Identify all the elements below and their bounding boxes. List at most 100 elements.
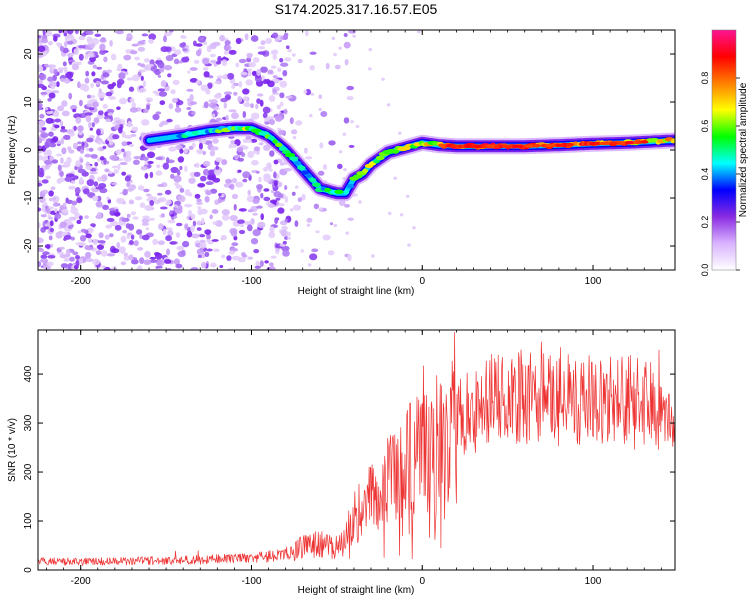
- heatmap-noise-blob: [208, 102, 217, 109]
- heatmap-noise-blob: [267, 203, 276, 208]
- heatmap-noise-blob: [38, 261, 42, 268]
- heatmap-noise-blob: [253, 249, 260, 254]
- heatmap-noise-blob: [188, 177, 196, 184]
- heatmap-noise-blob: [272, 75, 278, 79]
- heatmap-noise-blob: [221, 254, 226, 259]
- heatmap-noise-blob: [108, 208, 116, 211]
- heatmap-noise-blob: [121, 141, 128, 147]
- heatmap-noise-blob: [295, 120, 303, 126]
- heatmap-noise-blob: [60, 128, 68, 133]
- heatmap-noise-blob: [267, 69, 274, 75]
- heatmap-noise-blob: [38, 102, 43, 108]
- y-tick-label: 200: [23, 463, 34, 480]
- heatmap-noise-blob: [125, 49, 132, 54]
- heatmap-noise-blob: [279, 57, 284, 63]
- heatmap-noise-blob: [271, 32, 279, 39]
- heatmap-noise-blob: [263, 196, 271, 202]
- heatmap-noise-blob: [89, 171, 98, 175]
- heatmap-noise-blob: [368, 48, 373, 52]
- heatmap-noise-blob: [190, 213, 196, 220]
- heatmap-noise-blob: [152, 90, 159, 94]
- heatmap-noise-blob: [67, 225, 74, 230]
- heatmap-noise-blob: [199, 241, 207, 249]
- heatmap-noise-blob: [56, 153, 62, 157]
- heatmap-noise-blob: [85, 70, 90, 77]
- heatmap-noise-blob: [199, 36, 204, 41]
- heatmap-noise-blob: [77, 230, 82, 234]
- heatmap-noise-blob: [52, 136, 59, 143]
- heatmap-noise-blob: [115, 30, 124, 35]
- heatmap-noise-blob: [247, 256, 254, 260]
- heatmap-noise-blob: [59, 246, 65, 250]
- heatmap-noise-blob: [216, 61, 221, 65]
- heatmap-noise-blob: [254, 265, 261, 269]
- heatmap-noise-blob: [66, 40, 74, 45]
- heatmap-ridge-core: [545, 143, 554, 148]
- heatmap-noise-blob: [186, 98, 192, 102]
- heatmap-noise-blob: [121, 217, 130, 222]
- heatmap-noise-blob: [417, 30, 421, 34]
- heatmap-noise-blob: [282, 70, 288, 77]
- heatmap-noise-blob: [197, 183, 206, 188]
- heatmap-noise-blob: [84, 77, 90, 84]
- heatmap-noise-blob: [139, 87, 147, 93]
- heatmap-noise-blob: [233, 155, 241, 159]
- heatmap-noise-blob: [170, 89, 176, 95]
- heatmap-noise-blob: [50, 186, 56, 191]
- heatmap-noise-blob: [132, 159, 140, 165]
- heatmap-noise-blob: [191, 233, 200, 239]
- heatmap-noise-blob: [156, 164, 161, 169]
- heatmap-noise-blob: [104, 234, 110, 240]
- heatmap-noise-blob: [184, 203, 193, 208]
- heatmap-ridge-spot: [312, 182, 321, 187]
- heatmap-noise-blob: [49, 227, 54, 233]
- heatmap-noise-blob: [149, 171, 154, 179]
- heatmap-noise-blob: [74, 30, 79, 35]
- heatmap-noise-blob: [99, 43, 106, 51]
- heatmap-noise-blob: [187, 227, 192, 233]
- snr-y-axis: 0 100 200 300 400: [23, 365, 675, 573]
- heatmap-noise-blob: [176, 169, 181, 176]
- heatmap-noise-blob: [184, 165, 188, 173]
- heatmap-noise-blob: [282, 225, 287, 232]
- heatmap-noise-blob: [86, 94, 91, 99]
- heatmap-noise-blob: [125, 37, 132, 42]
- heatmap-noise-blob: [142, 108, 149, 114]
- heatmap-noise-blob: [66, 199, 73, 204]
- heatmap-ridge-spot: [293, 160, 302, 166]
- x-tick-label: -100: [241, 576, 261, 587]
- heatmap-noise-blob: [134, 56, 140, 61]
- heatmap-noise-blob: [109, 209, 116, 216]
- heatmap-noise-blob: [173, 58, 180, 65]
- heatmap-noise-blob: [70, 207, 79, 215]
- heatmap-noise-blob: [129, 50, 138, 55]
- heatmap-noise-blob: [102, 104, 108, 109]
- heatmap-noise-blob: [209, 150, 215, 157]
- colorbar-tick-label: 0.8: [700, 72, 710, 85]
- heatmap-noise-blob: [137, 46, 146, 52]
- heatmap-noise-blob: [202, 151, 206, 155]
- heatmap-noise-blob: [160, 46, 169, 53]
- heatmap-noise-blob: [190, 267, 199, 270]
- heatmap-noise-blob: [111, 165, 119, 169]
- heatmap-noise-blob: [102, 265, 106, 269]
- heatmap-noise-blob: [381, 77, 385, 81]
- heatmap-noise-blob: [63, 234, 72, 240]
- heatmap-noise-blob: [73, 48, 79, 56]
- heatmap-noise-blob: [61, 110, 70, 117]
- heatmap-noise-blob: [253, 146, 261, 152]
- heatmap-noise-blob: [309, 114, 313, 118]
- heatmap-noise-blob: [85, 246, 94, 251]
- heatmap-noise-blob: [126, 77, 134, 81]
- x-tick-label: -100: [241, 276, 261, 287]
- heatmap-noise-blob: [301, 193, 306, 201]
- heatmap-noise-blob: [129, 98, 135, 103]
- heatmap-noise-blob: [399, 213, 404, 217]
- heatmap-noise-blob: [344, 59, 349, 66]
- heatmap-noise-blob: [41, 189, 49, 195]
- heatmap-noise-blob: [97, 240, 106, 244]
- heatmap-noise-blob: [67, 146, 72, 151]
- heatmap-noise-blob: [92, 238, 99, 246]
- heatmap-noise-blob: [197, 254, 202, 258]
- heatmap-noise-blob: [106, 69, 112, 74]
